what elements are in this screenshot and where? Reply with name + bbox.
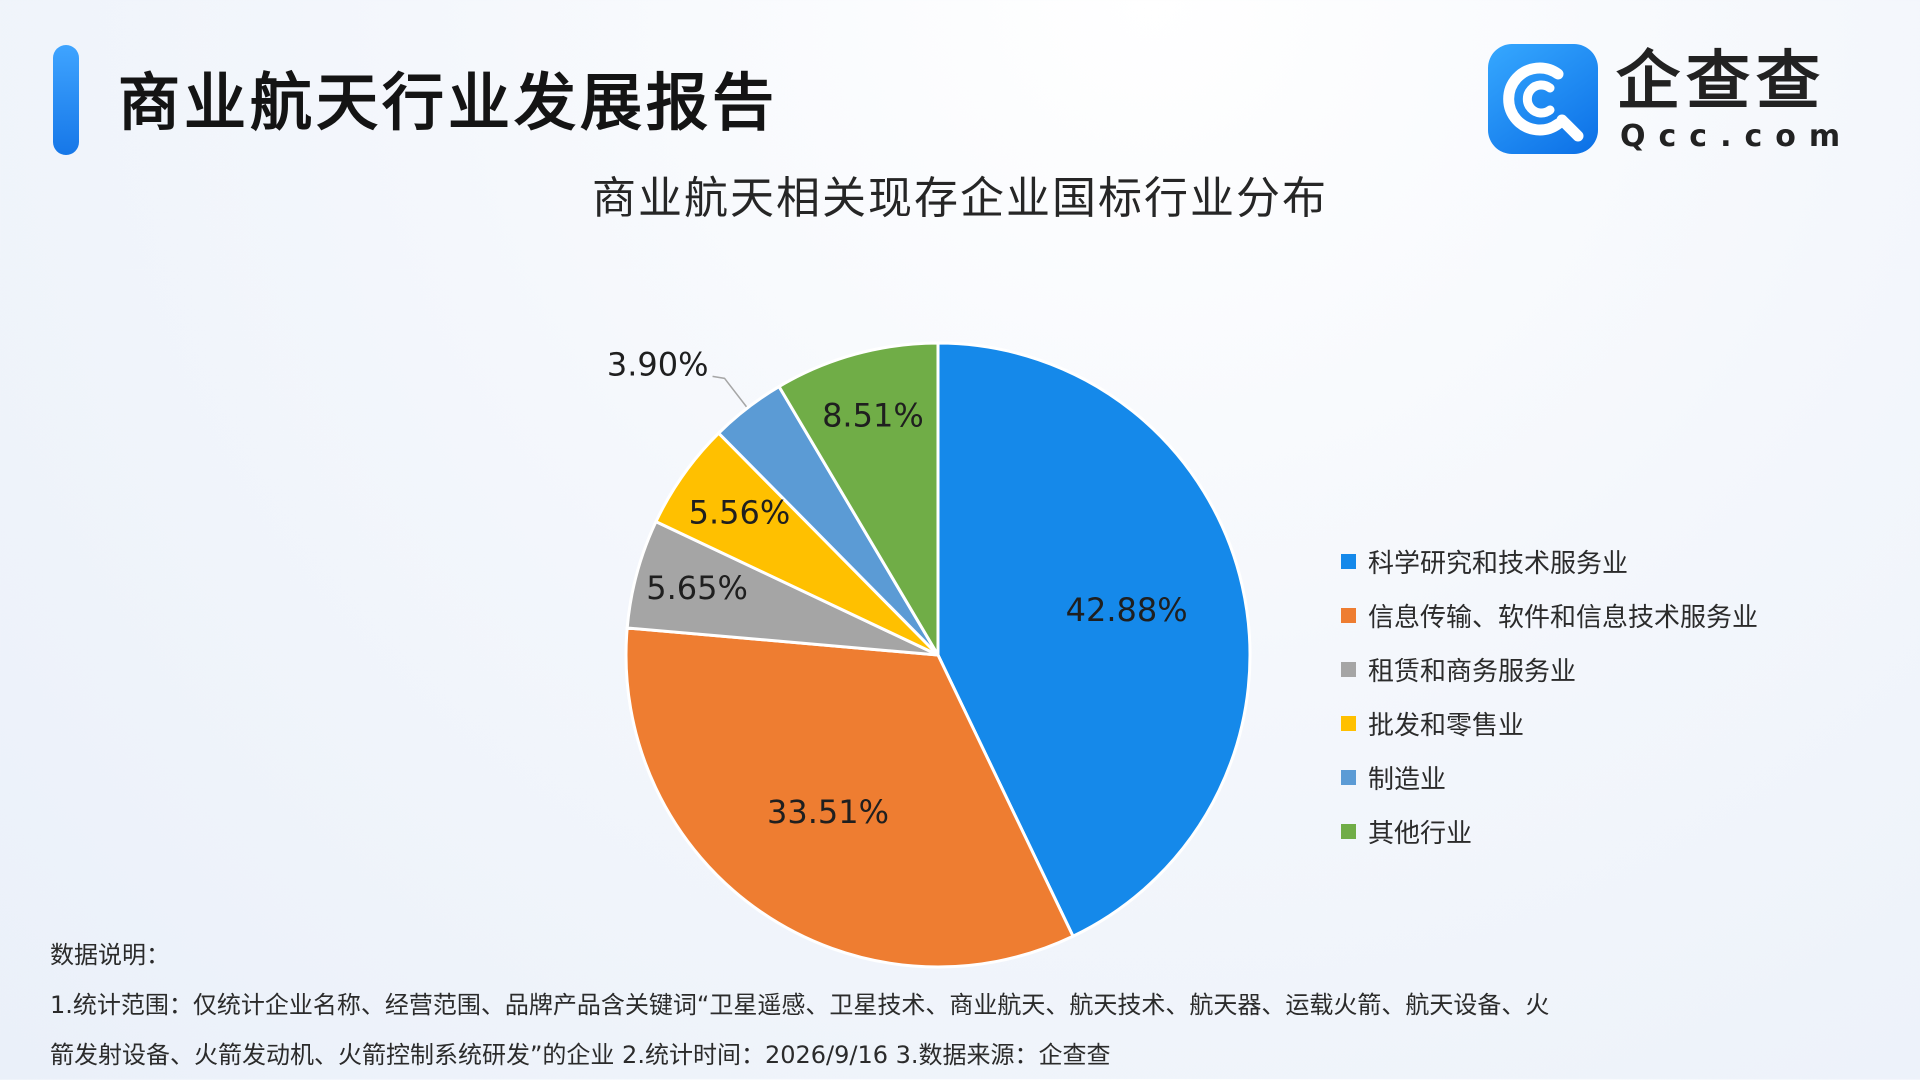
data-label-leasing-business: 5.65% bbox=[646, 569, 748, 607]
data-label-manufacturing: 3.90% bbox=[607, 345, 709, 383]
pie-slice-info-software bbox=[624, 626, 1075, 969]
legend-item-other: 其他行业 bbox=[1341, 804, 1758, 858]
legend-label: 租赁和商务服务业 bbox=[1368, 656, 1577, 687]
legend-item-manufacturing: 制造业 bbox=[1341, 750, 1758, 804]
data-label-wholesale-retail: 5.56% bbox=[689, 493, 791, 531]
title-accent-bar bbox=[53, 45, 79, 155]
legend-swatch bbox=[1341, 715, 1356, 731]
chart-title: 商业航天相关现存企业国标行业分布 bbox=[592, 173, 1328, 224]
legend-item-info-software: 信息传输、软件和信息技术服务业 bbox=[1341, 588, 1758, 642]
legend-label: 科学研究和技术服务业 bbox=[1368, 548, 1629, 579]
legend-item-wholesale-retail: 批发和零售业 bbox=[1341, 696, 1758, 750]
qcc-logo-icon bbox=[1488, 44, 1598, 154]
data-label-info-software: 33.51% bbox=[767, 793, 889, 831]
data-label-other: 8.51% bbox=[822, 396, 924, 434]
legend-label: 其他行业 bbox=[1368, 818, 1473, 849]
legend-label: 信息传输、软件和信息技术服务业 bbox=[1368, 602, 1759, 633]
report-title: 商业航天行业发展报告 bbox=[118, 66, 779, 139]
pie-slices bbox=[624, 341, 1252, 969]
legend-label: 制造业 bbox=[1368, 764, 1447, 795]
chart-legend: 科学研究和技术服务业 信息传输、软件和信息技术服务业 租赁和商务服务业 批发和零… bbox=[1341, 534, 1758, 858]
notes-heading: 数据说明： bbox=[50, 941, 170, 969]
notes-line-2: 箭发射设备、火箭发动机、火箭控制系统研发”的企业 2.统计时间：2026/9/1… bbox=[50, 1041, 1111, 1069]
legend-swatch bbox=[1341, 553, 1356, 569]
pie-slice-other bbox=[777, 341, 940, 657]
legend-swatch bbox=[1341, 823, 1356, 839]
legend-label: 批发和零售业 bbox=[1368, 710, 1525, 741]
legend-swatch bbox=[1341, 661, 1356, 677]
legend-item-science-research: 科学研究和技术服务业 bbox=[1341, 534, 1758, 588]
logo-name: 企查查 bbox=[1616, 45, 1826, 119]
legend-swatch bbox=[1341, 607, 1356, 623]
data-notes: 数据说明： 1.统计范围：仅统计企业名称、经营范围、品牌产品含关键词“卫星遥感、… bbox=[50, 930, 1880, 1080]
logo-domain: Qcc.com bbox=[1620, 119, 1854, 154]
pie-slice-science-research bbox=[936, 341, 1252, 938]
pie-data-labels: 42.88% 33.51% 5.65% 5.56% 3.90% 8.51% bbox=[607, 345, 1188, 831]
qcc-logo: 企查查 Qcc.com bbox=[1488, 44, 1868, 156]
data-label-science-research: 42.88% bbox=[1066, 591, 1188, 629]
leader-line-manufacturing bbox=[712, 375, 748, 408]
pie-leader-lines bbox=[712, 375, 748, 408]
notes-line-1: 1.统计范围：仅统计企业名称、经营范围、品牌产品含关键词“卫星遥感、卫星技术、商… bbox=[50, 991, 1550, 1019]
legend-swatch bbox=[1341, 769, 1356, 785]
legend-item-leasing-business: 租赁和商务服务业 bbox=[1341, 642, 1758, 696]
